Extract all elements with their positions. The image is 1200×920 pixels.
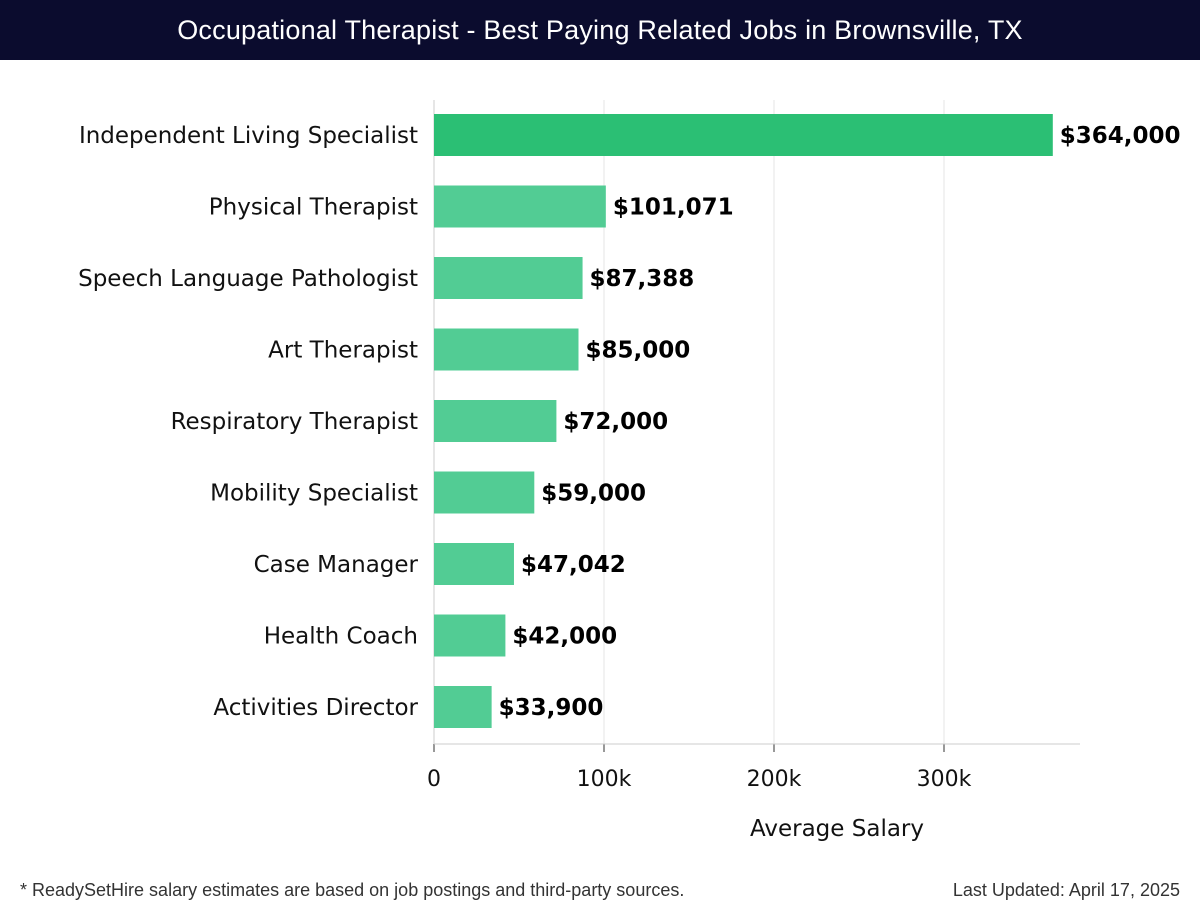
- title-bar: Occupational Therapist - Best Paying Rel…: [0, 0, 1200, 60]
- category-label: Art Therapist: [268, 338, 418, 364]
- category-label: Speech Language Pathologist: [78, 266, 418, 292]
- bar: [434, 686, 492, 728]
- value-label: $87,388: [590, 266, 695, 292]
- category-label: Respiratory Therapist: [171, 409, 418, 435]
- value-label: $59,000: [541, 481, 646, 507]
- category-label: Health Coach: [264, 624, 418, 650]
- last-updated: Last Updated: April 17, 2025: [952, 880, 1180, 900]
- value-label: $47,042: [521, 552, 626, 578]
- x-tick-label: 200k: [747, 767, 802, 792]
- value-label: $85,000: [586, 338, 691, 364]
- bar: [434, 328, 579, 371]
- bar-chart: Independent Living Specialist $364,000 Phy…: [78, 100, 1181, 842]
- value-label: $101,071: [613, 195, 734, 221]
- x-axis-title: Average Salary: [750, 816, 924, 842]
- value-label: $33,900: [499, 695, 604, 721]
- x-tick-label: 300k: [917, 767, 972, 792]
- x-tick-label: 0: [427, 767, 441, 792]
- x-axis: 0 100k 200k 300k Average Salary: [427, 743, 1080, 842]
- category-label: Mobility Specialist: [210, 481, 418, 507]
- bar: [434, 614, 506, 657]
- bar: [434, 114, 1053, 156]
- footer-note: * ReadySetHire salary estimates are base…: [20, 880, 685, 900]
- labels: Independent Living Specialist $364,000 Phy…: [78, 123, 1180, 721]
- value-label: $364,000: [1060, 123, 1181, 149]
- value-label: $72,000: [563, 409, 668, 435]
- chart-title: Occupational Therapist - Best Paying Rel…: [177, 14, 1023, 45]
- category-label: Physical Therapist: [209, 195, 418, 221]
- bar: [434, 257, 583, 299]
- bar: [434, 185, 606, 228]
- bar: [434, 471, 535, 514]
- bar: [434, 400, 557, 442]
- bars: [434, 114, 1053, 728]
- x-tick-label: 100k: [577, 767, 632, 792]
- category-label: Case Manager: [254, 552, 419, 578]
- value-label: $42,000: [512, 624, 617, 650]
- bar: [434, 543, 514, 585]
- category-label: Activities Director: [213, 695, 418, 721]
- category-label: Independent Living Specialist: [79, 123, 418, 149]
